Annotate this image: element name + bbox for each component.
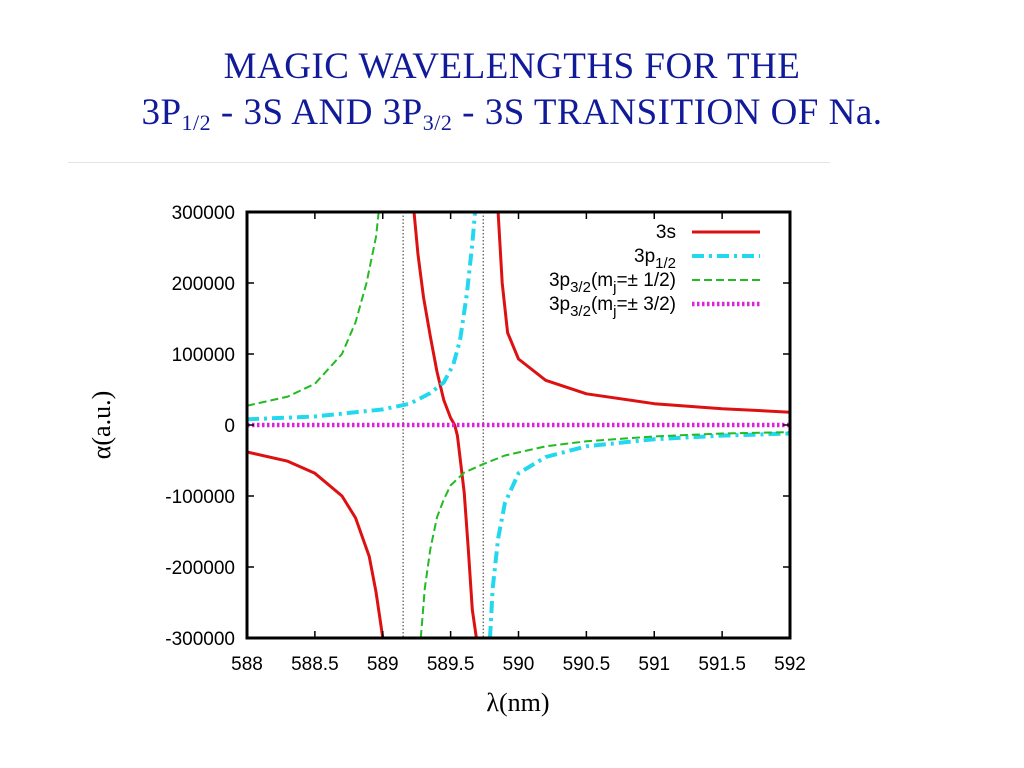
y-axis-ticks: -300000 -200000 -100000 0 100000 200000 300000: [165, 203, 790, 650]
title-sub-1: 1/2: [181, 110, 212, 135]
y-tick-label: 100000: [172, 345, 235, 366]
title-divider: [68, 162, 830, 163]
y-axis-label: α(a.u.): [87, 391, 116, 459]
slide-title: Magic wavelengths for the 3p1/2 - 3s and…: [0, 44, 1024, 146]
legend-label-1: 3p1/2: [634, 246, 676, 272]
y-tick-label: -200000: [165, 558, 235, 579]
x-tick-label: 590.5: [563, 654, 611, 675]
x-tick-label: 591.5: [698, 654, 746, 675]
legend-label-0: 3s: [656, 222, 676, 243]
x-tick-label: 588: [231, 654, 263, 675]
title-sub-2: 3/2: [422, 110, 453, 135]
x-tick-label: 591: [638, 654, 670, 675]
legend-label-2: 3p3/2(mj=± 1/2): [549, 270, 676, 296]
x-axis-label: λ(nm): [486, 688, 549, 717]
y-tick-label: 200000: [172, 274, 235, 295]
series-line-2: [247, 212, 380, 407]
title-3p-a: 3p: [141, 92, 182, 133]
title-line-2: 3p1/2 - 3s and 3p3/2 - 3s transition of …: [0, 90, 1024, 146]
x-tick-label: 588.5: [291, 654, 339, 675]
x-tick-label: 589: [367, 654, 399, 675]
y-tick-label: -100000: [165, 487, 235, 508]
series-line-0: [496, 212, 790, 414]
title-element-na: Na.: [828, 92, 883, 133]
y-tick-label: -300000: [165, 629, 235, 650]
x-tick-label: 592: [774, 654, 806, 675]
x-axis-ticks: 588 588.5 589 589.5 590 590.5 591 591.5 592: [231, 212, 806, 675]
y-tick-label: 0: [224, 416, 235, 437]
title-mid: - 3s and 3p: [211, 92, 423, 133]
title-line-1: Magic wavelengths for the: [223, 46, 801, 87]
title-end: - 3s transition of: [452, 92, 829, 133]
series-line-0: [247, 450, 390, 638]
x-tick-label: 590: [503, 654, 535, 675]
series-line-0: [412, 212, 478, 638]
series-line-1: [488, 431, 790, 638]
series-line-2: [419, 431, 790, 638]
series-layer: [247, 212, 790, 638]
y-tick-label: 300000: [172, 203, 235, 224]
magic-wavelength-markers: [402, 212, 484, 638]
x-tick-label: 589.5: [427, 654, 475, 675]
series-line-1: [247, 212, 478, 422]
legend-label-3: 3p3/2(mj=± 3/2): [549, 294, 676, 320]
